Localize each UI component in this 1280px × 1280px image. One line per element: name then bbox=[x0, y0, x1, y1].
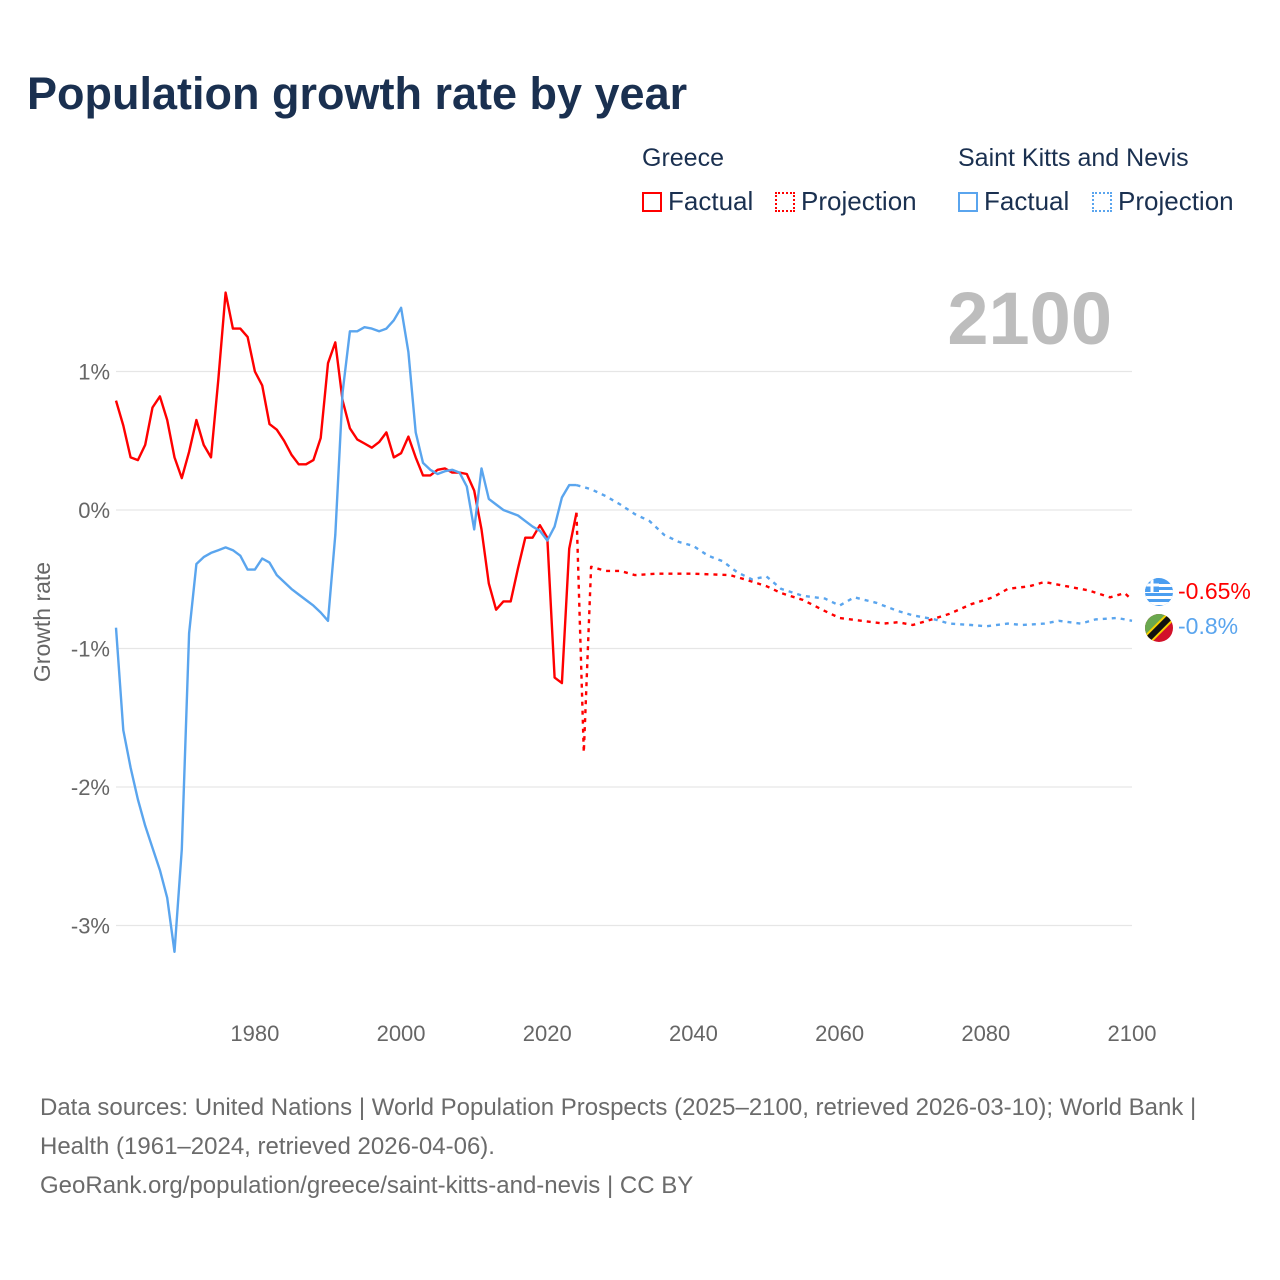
flag-saint-kitts-and-nevis-icon bbox=[1145, 614, 1173, 642]
x-tick-label: 1980 bbox=[230, 1021, 279, 1046]
legend-greece-factual[interactable]: Factual bbox=[642, 186, 753, 217]
x-axis-ticks: 1980 2000 2020 2040 2060 2080 2100 bbox=[230, 1021, 1156, 1046]
y-axis-label: Growth rate bbox=[29, 562, 55, 682]
series-line-saint-kitts-and-nevis-factual bbox=[114, 306, 577, 953]
y-tick-label: -1% bbox=[71, 637, 110, 662]
legend-label: Factual bbox=[984, 186, 1070, 216]
end-label-skn: -0.8% bbox=[1178, 613, 1238, 639]
legend-label: Factual bbox=[668, 186, 754, 216]
y-tick-label: 1% bbox=[78, 360, 110, 385]
legend-greece-projection[interactable]: Projection bbox=[775, 186, 917, 217]
x-tick-label: 2000 bbox=[377, 1021, 426, 1046]
series-line-greece-projection bbox=[575, 512, 1133, 754]
legend-swatch-dotted-red bbox=[775, 191, 795, 212]
data-sources-text: Data sources: United Nations | World Pop… bbox=[40, 1094, 1197, 1160]
legend-swatch-dotted-blue bbox=[1092, 191, 1112, 212]
legend-skn-factual[interactable]: Factual bbox=[958, 186, 1069, 217]
y-tick-label: -3% bbox=[71, 914, 110, 939]
grid-lines bbox=[116, 370, 1132, 927]
legend-country-greece: Greece bbox=[642, 144, 724, 172]
x-tick-label: 2040 bbox=[669, 1021, 718, 1046]
legend-swatch-solid-blue bbox=[958, 191, 978, 212]
x-tick-label: 2100 bbox=[1108, 1021, 1157, 1046]
current-year-display: 2100 bbox=[947, 277, 1112, 360]
chart-title: Population growth rate by year bbox=[27, 68, 688, 119]
x-tick-label: 2060 bbox=[815, 1021, 864, 1046]
chart-plot: 1% 0% -1% -2% -3% 1980 2000 2020 2040 2060 2080 21… bbox=[29, 291, 1251, 1046]
x-tick-label: 2020 bbox=[523, 1021, 572, 1046]
series-line-greece-factual bbox=[114, 291, 578, 685]
attribution-link[interactable]: GeoRank.org/population/greece/saint-kitt… bbox=[40, 1172, 694, 1199]
end-label-greece: -0.65% bbox=[1178, 578, 1251, 604]
y-axis-ticks: 1% 0% -1% -2% -3% bbox=[71, 360, 110, 939]
y-tick-label: 0% bbox=[78, 498, 110, 523]
legend-label: Projection bbox=[1118, 186, 1234, 216]
series-line-saint-kitts-and-nevis-projection bbox=[576, 483, 1133, 628]
series-lines bbox=[114, 291, 1133, 953]
footer-sources: Data sources: United Nations | World Pop… bbox=[40, 1088, 1240, 1205]
x-tick-label: 2080 bbox=[961, 1021, 1010, 1046]
legend-swatch-solid-red bbox=[642, 191, 662, 212]
legend-country-skn: Saint Kitts and Nevis bbox=[958, 144, 1189, 172]
flag-greece-icon bbox=[1145, 578, 1173, 606]
y-tick-label: -2% bbox=[71, 775, 110, 800]
legend-skn-projection[interactable]: Projection bbox=[1092, 186, 1234, 217]
legend-label: Projection bbox=[801, 186, 917, 216]
